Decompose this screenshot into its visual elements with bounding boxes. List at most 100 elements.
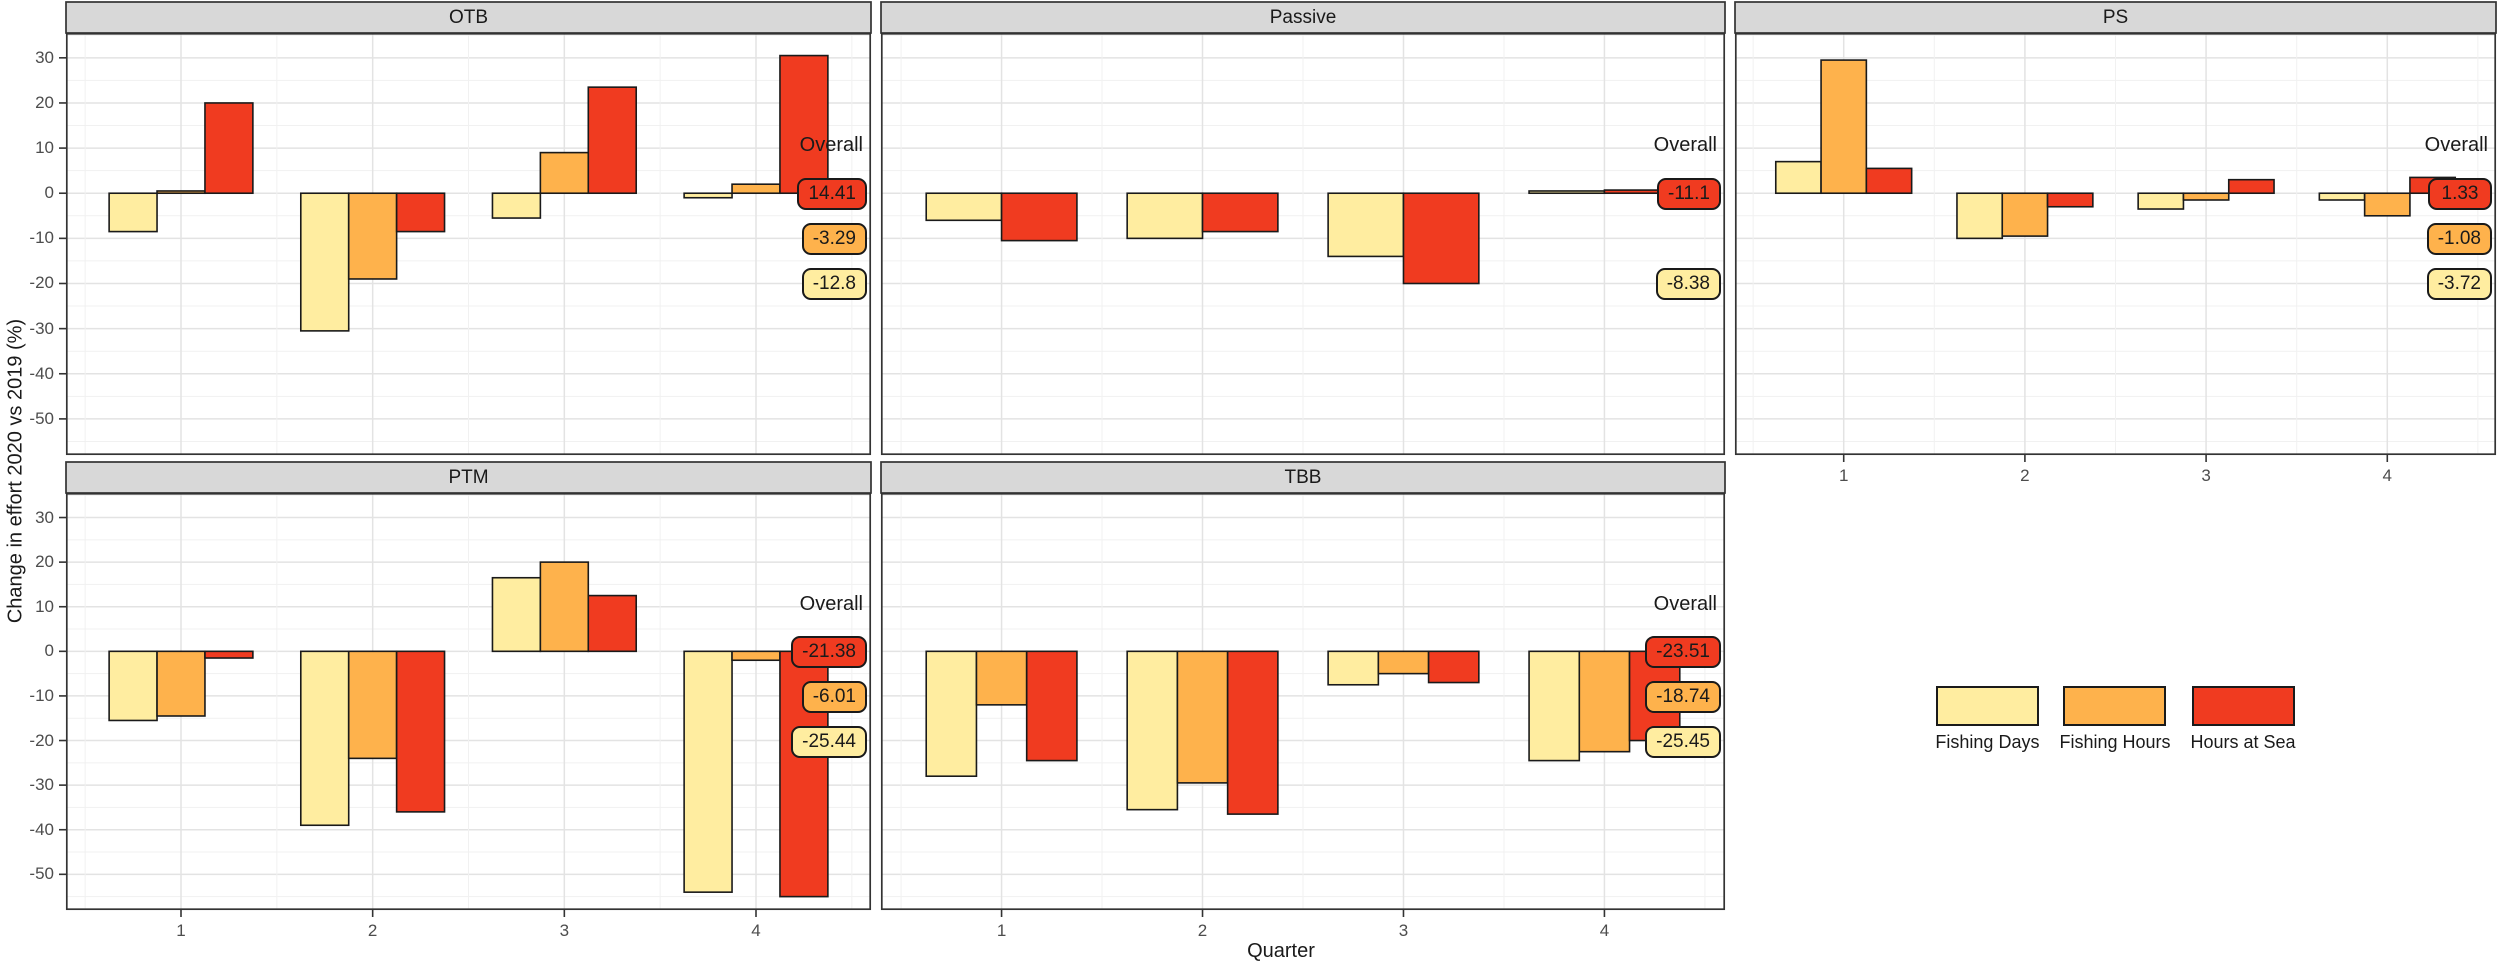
bar-ptm-q3-hours-at-sea [587, 594, 638, 653]
overall-value-passive-hours-at-sea: -11.1 [1657, 178, 1721, 211]
y-tick-label--30: -30 [29, 775, 54, 795]
overall-value-ps-fishing-hours: -1.08 [2426, 223, 2492, 256]
bar-tbb-q1-fishing-days [925, 650, 978, 778]
x-tick-label-ptm-1: 1 [176, 921, 186, 940]
legend-swatch-hours-at-sea [2191, 686, 2295, 726]
bar-tbb-q3-fishing-hours [1377, 650, 1430, 675]
overall-heading-otb: Overall [799, 133, 863, 156]
bar-passive-q1-hours-at-sea [1000, 192, 1078, 242]
bar-ps-q4-fishing-days [2318, 192, 2366, 201]
overall-heading-tbb: Overall [1653, 592, 1717, 615]
x-tick-label-ps-3: 3 [2201, 466, 2211, 485]
y-tick-label--30: -30 [29, 318, 54, 338]
overall-value-otb-hours-at-sea: 14.41 [797, 178, 867, 211]
bar-ptm-q1-fishing-days [108, 650, 158, 722]
bar-passive-q1-fishing-days [925, 192, 1003, 222]
facet-strip-ps [1734, 1, 2497, 34]
bar-tbb-q1-fishing-hours [975, 650, 1028, 706]
bar-tbb-q1-hours-at-sea [1025, 650, 1078, 762]
y-tick-label--20: -20 [29, 730, 54, 750]
bar-tbb-q3-hours-at-sea [1427, 650, 1480, 684]
bar-otb-q4-fishing-hours [731, 183, 781, 195]
legend-label-fishing-hours: Fishing Hours [2059, 732, 2171, 752]
bar-passive-q4-fishing-days [1528, 190, 1606, 195]
overall-value-passive-fishing-days: -8.38 [1655, 268, 1721, 301]
bar-otb-q2-hours-at-sea [395, 192, 446, 233]
y-tick-label--50: -50 [29, 864, 54, 884]
bar-ptm-q4-fishing-days [683, 650, 733, 893]
bar-tbb-q2-hours-at-sea [1226, 650, 1279, 815]
bar-otb-q1-fishing-days [108, 192, 158, 233]
y-tick-label-0: 0 [44, 183, 54, 203]
legend-swatch-fishing-days [1935, 686, 2039, 726]
legend-label-hours-at-sea: Hours at Sea [2190, 732, 2296, 752]
overall-heading-ptm: Overall [799, 592, 863, 615]
bar-passive-q2-hours-at-sea [1201, 192, 1279, 233]
overall-value-ptm-fishing-days: -25.44 [791, 725, 867, 758]
x-tick-label-ptm-3: 3 [559, 921, 570, 940]
bar-ptm-q4-fishing-hours [731, 650, 781, 662]
legend-label-fishing-days: Fishing Days [1935, 732, 2040, 752]
bar-otb-q2-fishing-hours [347, 192, 398, 280]
y-tick-label--20: -20 [29, 273, 54, 293]
legend-item-fishing-hours: Fishing Hours [2059, 686, 2171, 753]
y-tick-label-20: 20 [35, 552, 54, 572]
overall-value-otb-fishing-days: -12.8 [801, 268, 867, 301]
bar-passive-q3-hours-at-sea [1402, 192, 1480, 285]
bar-tbb-q2-fishing-days [1126, 650, 1179, 811]
overall-value-otb-fishing-hours: -3.29 [801, 223, 867, 256]
overall-value-ptm-fishing-hours: -6.01 [801, 680, 867, 713]
bar-ps-q2-fishing-hours [2001, 192, 2049, 237]
y-tick-label-0: 0 [44, 641, 54, 661]
bar-otb-q1-hours-at-sea [204, 102, 254, 195]
bar-otb-q1-fishing-hours [156, 190, 206, 195]
bar-ptm-q3-fishing-days [491, 576, 542, 653]
overall-value-tbb-hours-at-sea: -23.51 [1645, 636, 1721, 669]
bar-ptm-q3-fishing-hours [539, 561, 590, 653]
bar-ptm-q2-fishing-hours [347, 650, 398, 760]
x-tick-label-tbb-3: 3 [1398, 921, 1409, 940]
overall-value-ps-fishing-days: -3.72 [2426, 268, 2492, 301]
y-tick-label-20: 20 [35, 92, 54, 112]
overall-value-ps-hours-at-sea: 1.33 [2428, 178, 2492, 211]
x-tick-label-tbb-4: 4 [1599, 921, 1610, 940]
facet-strip-title-ptm: PTM [448, 466, 489, 488]
x-tick-label-ps-1: 1 [1838, 466, 1849, 485]
bar-otb-q3-hours-at-sea [587, 86, 638, 195]
overall-value-tbb-fishing-hours: -18.74 [1645, 680, 1721, 713]
bar-ptm-q2-hours-at-sea [395, 650, 446, 813]
bar-tbb-q4-fishing-days [1528, 650, 1581, 762]
facet-strip-tbb [880, 461, 1726, 494]
x-tick-label-tbb-1: 1 [996, 921, 1007, 940]
facet-strip-otb [65, 1, 872, 34]
bar-tbb-q3-fishing-days [1327, 650, 1380, 686]
overall-value-ptm-hours-at-sea: -21.38 [791, 636, 867, 669]
overall-heading-passive: Overall [1653, 133, 1717, 156]
bar-tbb-q4-fishing-hours [1578, 650, 1631, 753]
y-tick-label--40: -40 [29, 363, 54, 383]
bar-otb-q4-hours-at-sea [779, 54, 829, 195]
y-tick-label--50: -50 [29, 408, 54, 428]
x-tick-label-ptm-2: 2 [367, 921, 378, 940]
x-tick-label-ptm-4: 4 [751, 921, 761, 940]
bar-passive-q3-fishing-days [1327, 192, 1405, 258]
y-tick-label--40: -40 [29, 819, 54, 839]
bar-otb-q3-fishing-days [491, 192, 542, 219]
facet-strip-passive [880, 1, 1726, 34]
x-axis-title: Quarter [1247, 940, 1315, 962]
bar-ptm-q1-hours-at-sea [204, 650, 254, 659]
bar-ps-q1-fishing-hours [1820, 59, 1868, 195]
y-tick-label-10: 10 [35, 138, 54, 158]
bar-ptm-q2-fishing-days [299, 650, 350, 827]
bar-ps-q1-fishing-days [1774, 160, 1822, 195]
bar-otb-q4-fishing-days [683, 192, 733, 199]
bar-ps-q4-fishing-hours [2363, 192, 2411, 217]
x-tick-label-tbb-2: 2 [1197, 921, 1208, 940]
facet-strip-title-ps: PS [2102, 6, 2129, 28]
bar-ps-q3-hours-at-sea [2227, 178, 2275, 195]
legend-swatch-fishing-hours [2063, 686, 2167, 726]
x-tick-label-ps-4: 4 [2382, 466, 2393, 485]
bar-otb-q3-fishing-hours [539, 151, 590, 195]
bar-tbb-q2-fishing-hours [1176, 650, 1229, 784]
